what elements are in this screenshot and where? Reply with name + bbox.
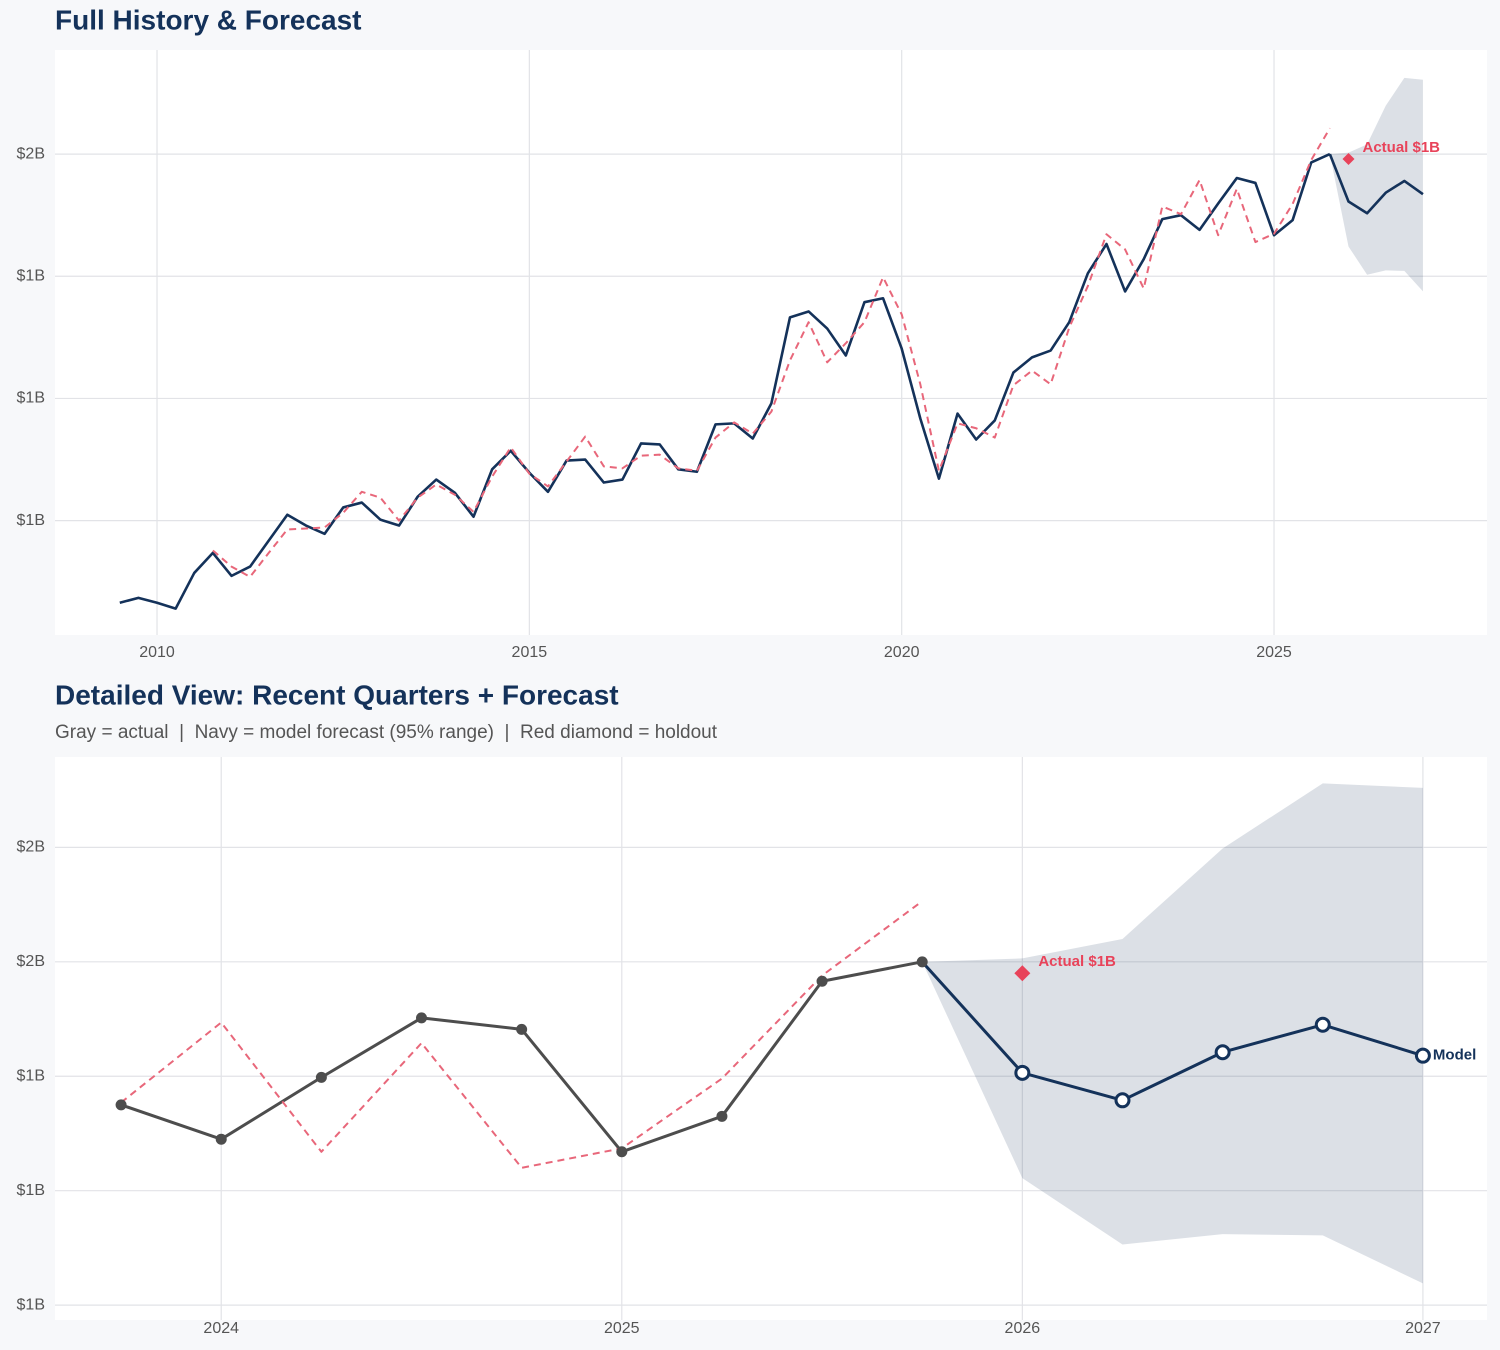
series-line <box>212 127 1331 578</box>
data-point <box>1114 1092 1131 1109</box>
y-tick-label: $2B <box>17 145 45 162</box>
x-tick-label: 2026 <box>1005 1320 1041 1337</box>
x-tick-label: 2010 <box>139 644 175 661</box>
series-line <box>1328 153 1424 215</box>
x-tick-label: 2025 <box>1256 644 1292 661</box>
data-point <box>315 1071 327 1083</box>
x-tick-label: 2020 <box>884 644 920 661</box>
annotation-label: Actual $1B <box>1038 953 1116 970</box>
data-point <box>1414 1047 1431 1064</box>
data-point <box>616 1146 628 1158</box>
holdout-marker <box>1014 965 1031 982</box>
chart-title: Detailed View: Recent Quarters + Forecas… <box>55 679 619 710</box>
plot-area <box>55 50 1487 635</box>
y-tick-label: $2B <box>17 839 45 856</box>
data-point <box>1214 1044 1231 1061</box>
data-point <box>516 1023 528 1035</box>
forecast-band <box>922 783 1423 1284</box>
data-point <box>115 1099 127 1111</box>
holdout-marker <box>1342 152 1355 165</box>
data-point <box>816 975 828 987</box>
y-tick-label: $1B <box>17 1067 45 1084</box>
y-tick-label: $2B <box>17 953 45 970</box>
x-tick-label: 2025 <box>604 1320 640 1337</box>
y-tick-label: $1B <box>17 390 45 407</box>
data-point <box>215 1133 227 1145</box>
x-tick-label: 2015 <box>512 644 548 661</box>
series-line <box>120 900 923 1169</box>
series-line <box>119 152 1331 610</box>
data-point <box>1314 1016 1331 1033</box>
x-tick-label: 2027 <box>1405 1320 1441 1337</box>
series-line <box>921 960 1424 1102</box>
data-point <box>416 1012 428 1024</box>
y-tick-label: $1B <box>17 1296 45 1313</box>
y-tick-label: $1B <box>17 1182 45 1199</box>
chart-subtitle: Gray = actual | Navy = model forecast (9… <box>55 722 718 743</box>
series-end-label: Model <box>1433 1047 1476 1064</box>
annotation-label: Actual $1B <box>1362 139 1440 156</box>
chart-title: Full History & Forecast <box>55 4 362 35</box>
plot-area <box>55 757 1487 1320</box>
y-tick-label: $1B <box>17 512 45 529</box>
y-tick-label: $1B <box>17 267 45 284</box>
data-point <box>1014 1064 1031 1081</box>
data-point <box>716 1110 728 1122</box>
data-point <box>916 956 928 968</box>
x-tick-label: 2024 <box>203 1320 239 1337</box>
forecast-band <box>1329 77 1423 292</box>
